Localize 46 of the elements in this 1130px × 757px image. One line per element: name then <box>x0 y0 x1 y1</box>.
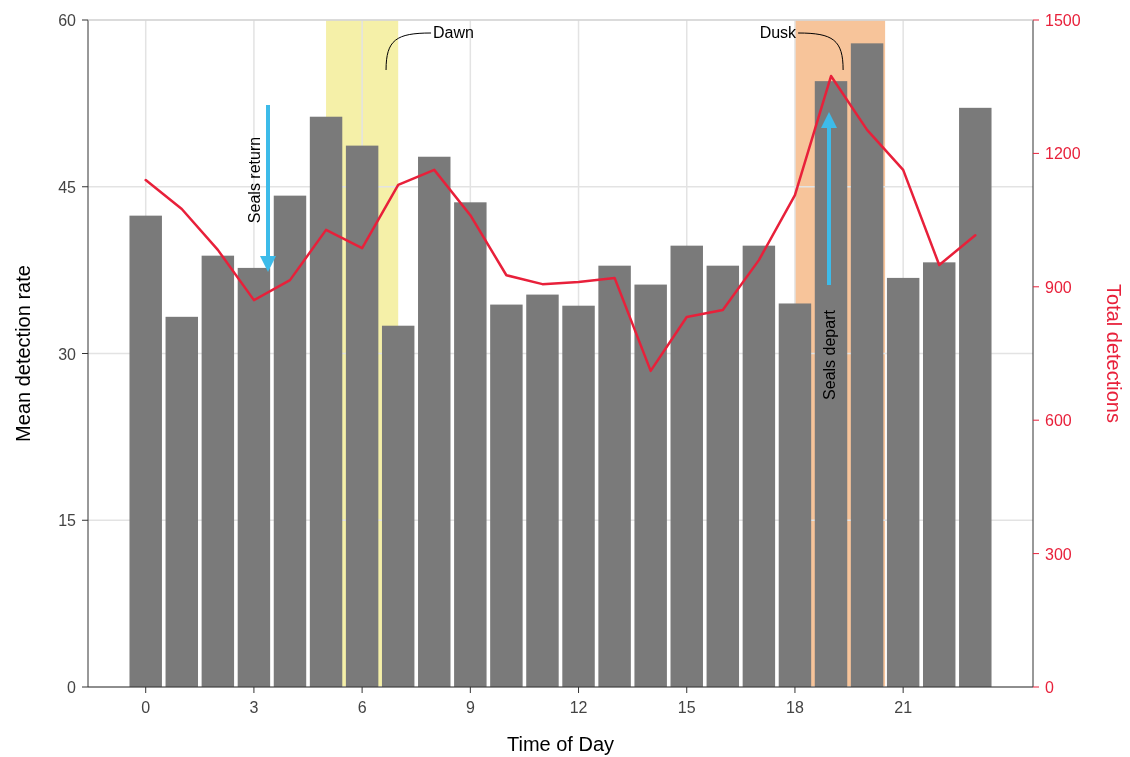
bar <box>526 294 559 687</box>
y2-tick-label: 600 <box>1045 412 1072 430</box>
y2-tick-label: 1200 <box>1045 145 1081 163</box>
y2-tick-label: 900 <box>1045 278 1072 296</box>
bar <box>454 202 487 687</box>
bar <box>237 267 271 687</box>
y2-tick-label: 300 <box>1045 545 1072 563</box>
bar <box>201 255 235 687</box>
x-axis-title: Time of Day <box>506 733 615 755</box>
bar <box>886 277 920 687</box>
x-tick-label: 6 <box>357 699 367 716</box>
x-tick-label: 3 <box>249 699 259 716</box>
bar <box>670 245 703 687</box>
band-label: Dawn <box>433 24 474 41</box>
x-tick-label: 15 <box>677 699 696 716</box>
bar <box>778 303 812 687</box>
bar <box>742 245 776 687</box>
x-tick-label: 21 <box>894 699 913 716</box>
bar <box>418 156 451 687</box>
y-tick-label: 30 <box>58 345 77 363</box>
y2-tick-label: 1500 <box>1045 12 1081 29</box>
y-axis-title: Mean detection rate <box>12 265 34 442</box>
bar <box>922 262 956 687</box>
band-label: Dusk <box>759 24 798 41</box>
bar <box>165 316 199 687</box>
bar <box>634 284 667 687</box>
bar <box>273 195 307 687</box>
annotation: Seals depart <box>821 309 838 400</box>
bar <box>381 325 415 687</box>
x-tick-label: 18 <box>786 699 804 716</box>
y2-tick-label: 0 <box>1045 679 1054 696</box>
bar <box>562 305 595 687</box>
x-tick-label: 9 <box>465 699 475 716</box>
y2-axis-title: Total detections <box>1103 284 1125 423</box>
bar <box>706 265 740 687</box>
y-tick-label: 45 <box>58 178 77 196</box>
y-tick-label: 60 <box>58 12 77 29</box>
x-tick-label: 12 <box>569 699 588 716</box>
y-tick-label: 15 <box>58 512 77 530</box>
bar <box>490 304 523 687</box>
bar <box>129 215 162 687</box>
x-tick-label: 0 <box>141 699 151 716</box>
annotation: Seals return <box>246 136 263 224</box>
y-tick-label: 0 <box>67 679 77 696</box>
bar <box>959 107 992 687</box>
bar <box>598 265 631 687</box>
